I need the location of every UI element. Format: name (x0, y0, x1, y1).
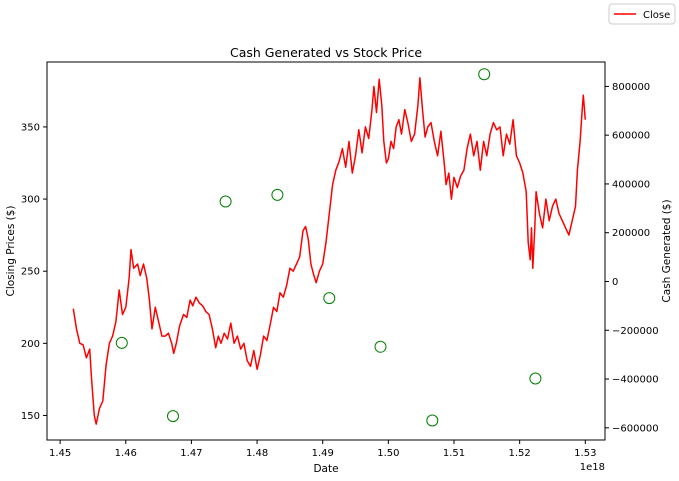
series-layer (72, 68, 587, 427)
cash-generated-point-4 (271, 188, 284, 201)
x-tick-label: 1.52 (509, 448, 531, 459)
y-right-tick-label: 400000 (612, 179, 650, 190)
x-tick-label: 1.45 (49, 448, 71, 459)
y-left-axis-label: Closing Prices ($) (5, 205, 17, 296)
cash-generated-point-6 (374, 340, 387, 353)
x-tick-label: 1.48 (246, 448, 268, 459)
cash-generated-point-7 (426, 414, 439, 427)
x-tick-label: 1.51 (443, 448, 465, 459)
axes-frame (46, 61, 606, 441)
cash-generated-point-1 (115, 336, 128, 349)
close-price-line (72, 77, 587, 425)
x-axis-offset-label: 1e18 (580, 462, 605, 473)
legend: Close (608, 3, 676, 25)
cash-generated-point-9 (529, 372, 542, 385)
x-tick-label: 1.50 (377, 448, 399, 459)
legend-label-close: Close (643, 10, 670, 21)
y-right-tick-label: 600000 (612, 131, 650, 142)
chart-title: Cash Generated vs Stock Price (230, 45, 422, 60)
x-tick-label: 1.53 (574, 448, 596, 459)
y-left-tick-label: 350 (21, 122, 40, 133)
y-right-tick-label: 800000 (612, 82, 650, 93)
y-right-axis-label: Cash Generated ($) (661, 199, 673, 302)
y-right-tick-label: −400000 (612, 375, 659, 386)
y-left-tick-label: 200 (21, 339, 40, 350)
y-right-tick-label: −600000 (612, 423, 659, 434)
cash-generated-point-2 (167, 410, 179, 423)
x-tick-label: 1.47 (180, 448, 202, 459)
y-left-tick-label: 250 (21, 267, 40, 278)
y-right-tick-label: 200000 (612, 228, 650, 239)
legend-box (608, 3, 676, 25)
y-right-tick-label: 0 (612, 277, 618, 288)
ticks-layer: 1.45 1.46 1.47 1.48 1.49 1.50 1.51 1.52 1.53 150 2… (21, 82, 659, 459)
y-left-tick-label: 300 (21, 195, 40, 206)
x-tick-label: 1.46 (115, 448, 137, 459)
x-tick-label: 1.49 (312, 448, 334, 459)
cash-generated-point-5 (323, 292, 336, 305)
y-left-tick-label: 150 (21, 411, 40, 422)
x-axis-label: Date (313, 463, 338, 475)
y-right-tick-label: −200000 (612, 326, 659, 337)
cash-generated-point-3 (219, 195, 232, 208)
cash-generated-point-8 (478, 68, 491, 81)
